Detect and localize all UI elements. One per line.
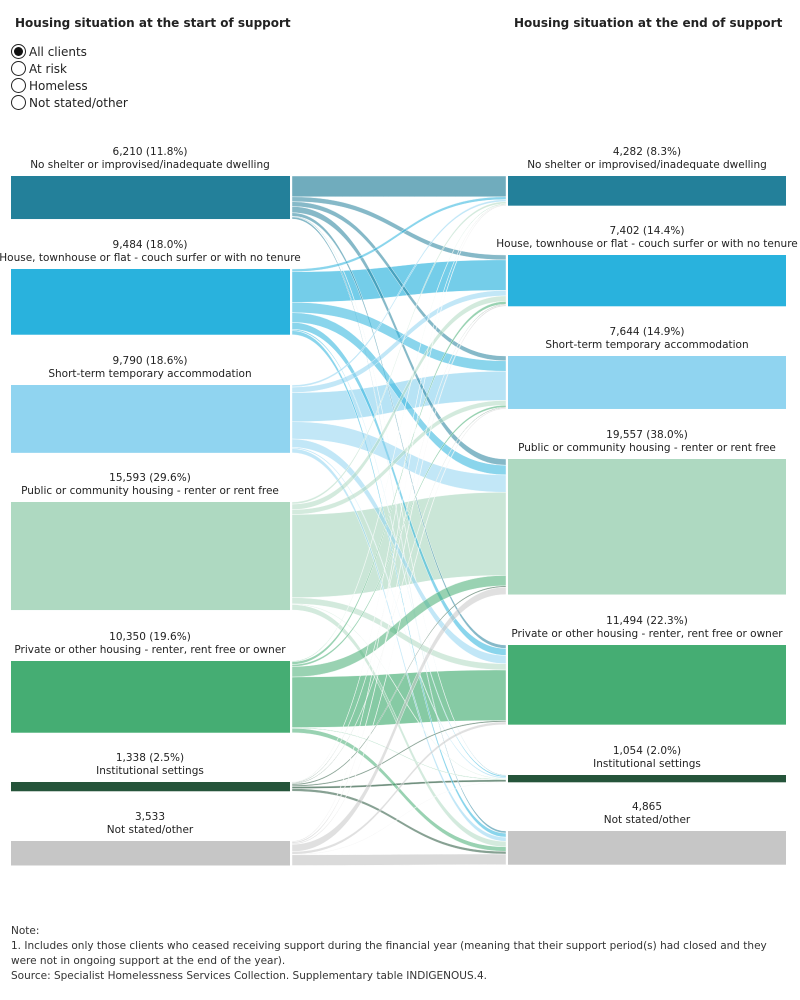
- start-node-label: Private or other housing - renter, rent …: [14, 644, 286, 656]
- flow-band: [291, 781, 507, 856]
- radio-label: Not stated/other: [29, 95, 128, 110]
- sankey-chart: 6,210 (11.8%)No shelter or improvised/in…: [0, 146, 798, 866]
- end-node-value: 1,054 (2.0%): [613, 745, 681, 757]
- note-1: 1. Includes only those clients who cease…: [11, 940, 767, 967]
- flow-band: [291, 175, 507, 197]
- radio-label: All clients: [29, 44, 87, 59]
- start-node-bar: [11, 385, 290, 453]
- flow-band: [291, 196, 507, 261]
- notes: Note: 1. Includes only those clients who…: [11, 924, 791, 984]
- radio-empty-icon: [11, 95, 26, 110]
- start-node-bar: [11, 176, 290, 220]
- flow-band: [291, 204, 507, 843]
- radio-label: Homeless: [29, 78, 88, 93]
- end-node-bar: [508, 356, 786, 409]
- flow-band: [291, 721, 507, 855]
- radio-selected-icon: [11, 44, 26, 59]
- end-node-bar: [508, 255, 786, 307]
- end-node-label: House, townhouse or flat - couch surfer …: [496, 238, 798, 250]
- start-node-label: House, townhouse or flat - couch surfer …: [0, 252, 301, 264]
- end-node-value: 11,494 (22.3%): [606, 615, 688, 627]
- radio-homeless[interactable]: Homeless: [11, 77, 128, 94]
- start-node-value: 10,350 (19.6%): [109, 631, 191, 643]
- start-node-value: 9,484 (18.0%): [113, 239, 188, 251]
- start-node-value: 1,338 (2.5%): [116, 752, 184, 764]
- start-node-bar: [11, 782, 290, 792]
- start-node-bar: [11, 841, 290, 866]
- end-node-label: Not stated/other: [604, 814, 691, 826]
- start-node-bar: [11, 269, 290, 335]
- end-node-bar: [508, 176, 786, 206]
- end-node-value: 7,644 (14.9%): [610, 326, 685, 338]
- end-node-value: 19,557 (38.0%): [606, 429, 688, 441]
- end-node-bar: [508, 775, 786, 783]
- end-node-value: 4,282 (8.3%): [613, 146, 681, 158]
- radio-empty-icon: [11, 61, 26, 76]
- end-node-bar: [508, 645, 786, 725]
- end-node-label: Public or community housing - renter or …: [518, 442, 776, 454]
- flow-band: [291, 853, 507, 866]
- start-node-value: 3,533: [135, 811, 165, 823]
- source-note: Source: Specialist Homelessness Services…: [11, 970, 488, 982]
- flow-band: [291, 597, 507, 671]
- start-node-label: Short-term temporary accommodation: [48, 368, 251, 380]
- end-node-label: Private or other housing - renter, rent …: [511, 628, 783, 640]
- start-node-value: 15,593 (29.6%): [109, 472, 191, 484]
- radio-all-clients[interactable]: All clients: [11, 43, 128, 60]
- end-node-value: 4,865: [632, 801, 662, 813]
- client-filter: All clients At risk Homeless Not stated/…: [11, 43, 128, 111]
- start-node-bar: [11, 502, 290, 611]
- start-node-value: 6,210 (11.8%): [113, 146, 188, 158]
- radio-empty-icon: [11, 78, 26, 93]
- end-node-value: 7,402 (14.4%): [610, 225, 685, 237]
- end-node-bar: [508, 831, 786, 865]
- flow-band: [291, 304, 507, 844]
- start-node-label: Not stated/other: [107, 824, 194, 836]
- note-heading: Note:: [11, 925, 40, 937]
- end-node-label: Institutional settings: [593, 758, 701, 770]
- radio-label: At risk: [29, 61, 67, 76]
- end-node-label: Short-term temporary accommodation: [545, 339, 748, 351]
- start-node-label: Public or community housing - renter or …: [21, 485, 279, 497]
- end-node-bar: [508, 459, 786, 595]
- start-node-label: Institutional settings: [96, 765, 204, 777]
- start-node-bar: [11, 661, 290, 733]
- radio-at-risk[interactable]: At risk: [11, 60, 128, 77]
- flow-band: [291, 587, 507, 852]
- radio-not-stated[interactable]: Not stated/other: [11, 94, 128, 111]
- start-node-value: 9,790 (18.6%): [113, 355, 188, 367]
- flow-band: [291, 407, 507, 845]
- start-node-label: No shelter or improvised/inadequate dwel…: [30, 159, 270, 171]
- end-node-label: No shelter or improvised/inadequate dwel…: [527, 159, 767, 171]
- right-title: Housing situation at the end of support: [514, 16, 783, 30]
- left-title: Housing situation at the start of suppor…: [15, 16, 291, 30]
- flow-band: [291, 302, 507, 372]
